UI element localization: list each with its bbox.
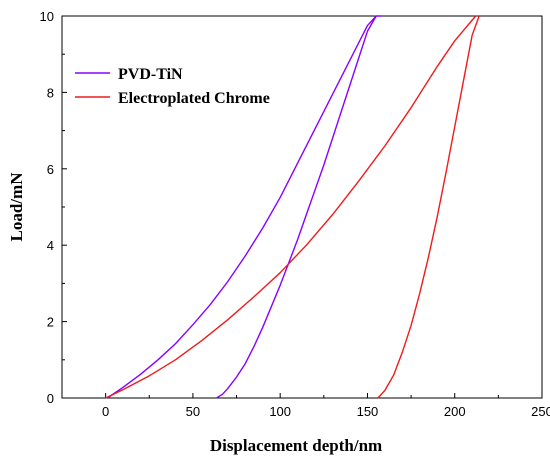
x-tick-label: 100 bbox=[269, 404, 291, 419]
y-tick-label: 6 bbox=[47, 162, 54, 177]
x-tick-label: 150 bbox=[357, 404, 379, 419]
y-tick-label: 0 bbox=[47, 391, 54, 406]
series-line-pvd-tin-loading bbox=[106, 15, 377, 399]
series-line-electroplated-chrome-loading bbox=[105, 15, 477, 399]
y-tick-label: 8 bbox=[47, 85, 54, 100]
series-line-electroplated-chrome-unloading bbox=[377, 15, 480, 399]
y-axis-title: Load/mN bbox=[7, 172, 26, 242]
y-axis-ticks: 0 2 4 6 8 10 bbox=[40, 9, 67, 406]
legend-label-electroplated-chrome: Electroplated Chrome bbox=[118, 90, 270, 107]
y-tick-label: 2 bbox=[47, 315, 54, 330]
x-tick-label: 200 bbox=[444, 404, 466, 419]
x-axis-ticks: 0 50 100 150 200 250 bbox=[61, 393, 550, 419]
y-tick-label: 10 bbox=[40, 9, 54, 24]
series-layer bbox=[105, 15, 480, 399]
x-tick-label: 50 bbox=[186, 404, 200, 419]
legend: PVD-TiN Electroplated Chrome bbox=[75, 66, 270, 107]
series-line-pvd-tin-unloading bbox=[216, 15, 382, 399]
y-tick-label: 4 bbox=[47, 238, 54, 253]
x-tick-label: 0 bbox=[102, 404, 109, 419]
x-tick-label: 250 bbox=[531, 404, 550, 419]
legend-label-pvd-tin: PVD-TiN bbox=[118, 66, 183, 83]
x-axis-title: Displacement depth/nm bbox=[210, 436, 382, 455]
